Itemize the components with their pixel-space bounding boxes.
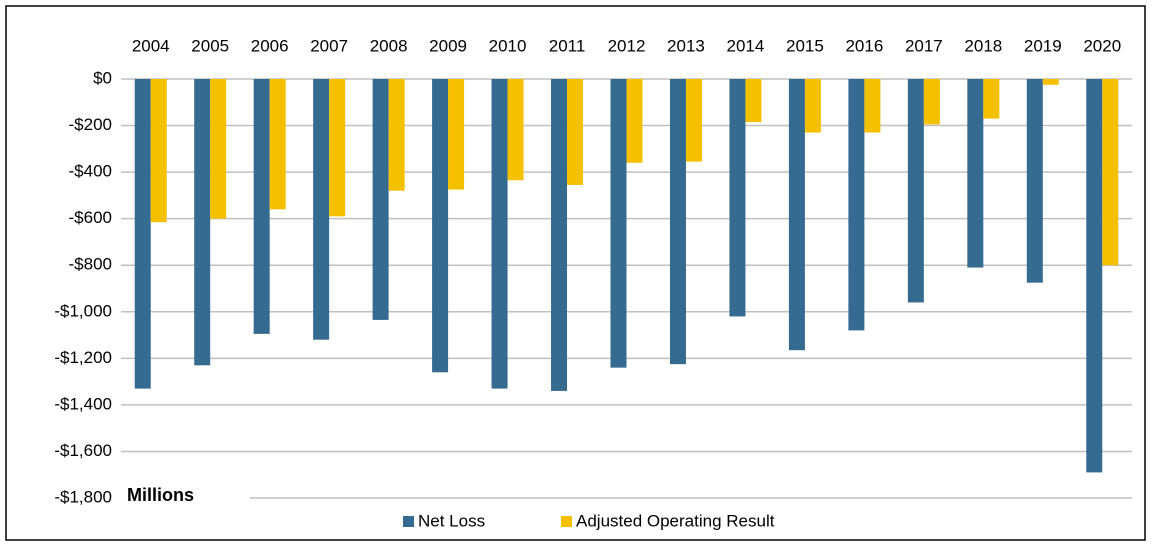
bar — [491, 79, 508, 389]
x-tick-label: 2014 — [727, 36, 765, 55]
bar — [1026, 79, 1043, 283]
bar — [669, 79, 686, 365]
x-tick-label: 2011 — [549, 36, 586, 55]
x-tick-label: 2008 — [370, 36, 408, 55]
y-tick-label: -$800 — [69, 255, 112, 274]
bar — [685, 79, 702, 162]
bar — [313, 79, 330, 340]
bar — [864, 79, 881, 133]
bar — [432, 79, 449, 373]
x-tick-label: 2009 — [429, 36, 467, 55]
bar — [967, 79, 984, 268]
y-tick-label: -$600 — [69, 208, 112, 227]
bar — [626, 79, 643, 163]
y-tick-label: -$1,400 — [54, 394, 112, 413]
x-tick-label: 2017 — [905, 36, 943, 55]
bar — [983, 79, 1000, 119]
bar — [923, 79, 940, 125]
label-backdrop — [120, 482, 250, 510]
bar — [804, 79, 821, 133]
bar — [194, 79, 211, 366]
x-tick-label: 2012 — [608, 36, 646, 55]
bar — [210, 79, 227, 219]
bar — [388, 79, 405, 191]
bar — [1042, 79, 1059, 85]
x-tick-label: 2006 — [251, 36, 289, 55]
y-tick-label: -$1,200 — [54, 348, 112, 367]
bar — [507, 79, 524, 181]
bar — [788, 79, 805, 351]
x-tick-label: 2004 — [132, 36, 170, 55]
bar — [610, 79, 627, 368]
bar — [150, 79, 167, 223]
bar — [134, 79, 151, 389]
bar — [567, 79, 584, 185]
y-tick-label: -$1,000 — [54, 301, 112, 320]
bar — [729, 79, 746, 317]
y-tick-label: -$400 — [69, 162, 112, 181]
legend-swatch — [403, 516, 414, 527]
bar — [253, 79, 270, 334]
x-tick-label: 2018 — [964, 36, 1002, 55]
y-tick-label: -$200 — [69, 115, 112, 134]
bar — [1086, 79, 1103, 473]
bar — [745, 79, 762, 123]
bar — [372, 79, 389, 320]
bar — [907, 79, 924, 303]
x-tick-label: 2005 — [191, 36, 229, 55]
x-tick-label: 2016 — [845, 36, 883, 55]
legend-label: Adjusted Operating Result — [576, 511, 775, 530]
legend-swatch — [561, 516, 572, 527]
bar — [848, 79, 865, 331]
x-tick-label: 2007 — [310, 36, 348, 55]
y-axis-label: Millions — [127, 485, 194, 505]
y-tick-label: $0 — [93, 68, 112, 87]
x-tick-label: 2019 — [1024, 36, 1062, 55]
x-tick-label: 2013 — [667, 36, 705, 55]
legend-label: Net Loss — [418, 511, 485, 530]
y-tick-label: -$1,800 — [54, 487, 112, 506]
bar — [269, 79, 286, 210]
bar — [329, 79, 346, 217]
x-tick-label: 2010 — [489, 36, 527, 55]
bar — [551, 79, 568, 391]
bar — [448, 79, 465, 190]
bar — [1102, 79, 1119, 266]
x-tick-label: 2015 — [786, 36, 824, 55]
x-tick-label: 2020 — [1083, 36, 1121, 55]
y-tick-label: -$1,600 — [54, 441, 112, 460]
